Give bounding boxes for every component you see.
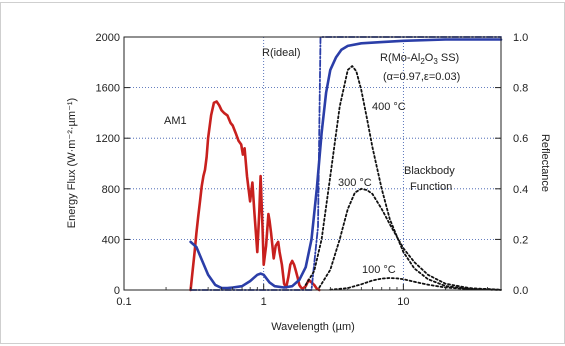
r-real-sub-2: 3 xyxy=(433,57,438,66)
y-left-tick-label: 1200 xyxy=(96,133,120,145)
y-left-tick-label: 800 xyxy=(102,184,120,196)
annotation-r-ideal: R(ideal) xyxy=(262,47,301,59)
tick-layer: 0.1 1 10 0 400 800 1200 1600 2000 0.0 0.2 0.4 0.6 0.8… xyxy=(96,32,529,308)
annotation-100c: 100 °C xyxy=(362,264,396,276)
annotation-alpha-eps: (α=0.97,ε=0.03) xyxy=(383,71,460,83)
y-right-tick-label: 0.8 xyxy=(513,83,528,95)
plot-area xyxy=(123,36,502,291)
r-real-sub-1: 2 xyxy=(420,57,425,66)
series-blackbody-300c xyxy=(318,187,502,291)
x-axis-label: Wavelength (µm) xyxy=(271,321,355,333)
y-right-tick-label: 0.4 xyxy=(513,184,528,196)
x-tick-label: 10 xyxy=(397,296,409,308)
series-am1-spectrum xyxy=(189,100,321,292)
x-tick-label: 1 xyxy=(261,296,267,308)
y-right-tick-label: 0.0 xyxy=(513,285,528,297)
annotation-300c: 300 °C xyxy=(338,177,372,189)
r-real-part-b: O xyxy=(425,52,434,64)
annotation-r-real: R(Mo-Al2O3 SS) xyxy=(380,52,459,66)
y-left-tick-label: 1600 xyxy=(96,83,120,95)
r-real-part-a: R(Mo-Al xyxy=(380,52,420,64)
annotation-blackbody-1: Blackbody xyxy=(404,165,455,177)
y-right-tick-label: 0.6 xyxy=(513,133,528,145)
y-left-tick-label: 2000 xyxy=(96,32,120,44)
y-left-tick-label: 400 xyxy=(102,234,120,246)
y-axis-label-left: Energy Flux (W·m⁻²·µm⁻¹) xyxy=(66,98,78,228)
y-right-tick-label: 1.0 xyxy=(513,32,528,44)
r-real-part-c: SS) xyxy=(438,52,459,64)
y-right-tick-label: 0.2 xyxy=(513,234,528,246)
series-blackbody-400c xyxy=(304,65,502,291)
y-axis-label-right: Reflectance xyxy=(539,134,551,192)
annotation-400c: 400 °C xyxy=(372,101,406,113)
annotation-am1: AM1 xyxy=(164,115,187,127)
series-reflectance-real xyxy=(189,38,503,290)
x-tick-label: 0.1 xyxy=(116,296,131,308)
y-left-tick-label: 0 xyxy=(114,285,120,297)
annotation-blackbody-2: Function xyxy=(410,181,452,193)
